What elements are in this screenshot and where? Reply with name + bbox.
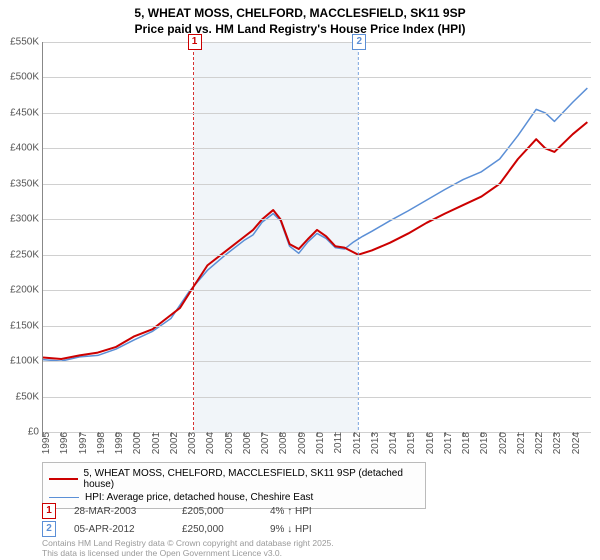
sale-marker-badge: 1 [42, 503, 56, 519]
x-axis-label: 2018 [459, 432, 472, 454]
gridline-h [43, 397, 591, 398]
line-series-svg [43, 42, 591, 432]
series-price_paid [43, 122, 587, 359]
x-axis-label: 2017 [441, 432, 454, 454]
gridline-h [43, 219, 591, 220]
gridline-h [43, 148, 591, 149]
x-axis-label: 2014 [386, 432, 399, 454]
x-axis-label: 1995 [39, 432, 52, 454]
title-line-2: Price paid vs. HM Land Registry's House … [0, 22, 600, 38]
sales-table: 1 28-MAR-2003 £205,000 4% ↑ HPI 2 05-APR-2012… [42, 502, 350, 538]
y-axis-label: £550K [10, 37, 43, 48]
gridline-h [43, 184, 591, 185]
gridline-h [43, 290, 591, 291]
y-axis-label: £50K [16, 391, 43, 402]
sale-date: 28-MAR-2003 [74, 506, 164, 517]
sale-price: £205,000 [182, 506, 252, 517]
x-axis-label: 2000 [130, 432, 143, 454]
gridline-h [43, 361, 591, 362]
x-axis-label: 2008 [276, 432, 289, 454]
gridline-h [43, 42, 591, 43]
sale-row: 2 05-APR-2012 £250,000 9% ↓ HPI [42, 520, 350, 538]
chart-container: 5, WHEAT MOSS, CHELFORD, MACCLESFIELD, S… [0, 0, 600, 560]
sale-marker-2: 2 [352, 34, 366, 50]
x-axis-label: 2002 [167, 432, 180, 454]
sale-price: £250,000 [182, 524, 252, 535]
x-axis-label: 2009 [295, 432, 308, 454]
x-axis-label: 2021 [514, 432, 527, 454]
x-axis-label: 2011 [331, 432, 344, 454]
chart-title: 5, WHEAT MOSS, CHELFORD, MACCLESFIELD, S… [0, 0, 600, 37]
x-axis-label: 2019 [477, 432, 490, 454]
y-axis-label: £300K [10, 214, 43, 225]
x-axis-label: 2015 [404, 432, 417, 454]
x-axis-label: 2020 [496, 432, 509, 454]
sale-delta: 4% ↑ HPI [270, 506, 350, 517]
legend-row: 5, WHEAT MOSS, CHELFORD, MACCLESFIELD, S… [49, 467, 419, 491]
x-axis-label: 2013 [368, 432, 381, 454]
gridline-h [43, 113, 591, 114]
attribution-footer: Contains HM Land Registry data © Crown c… [42, 538, 334, 558]
gridline-h [43, 255, 591, 256]
sale-date: 05-APR-2012 [74, 524, 164, 535]
sale-row: 1 28-MAR-2003 £205,000 4% ↑ HPI [42, 502, 350, 520]
x-axis-label: 2022 [532, 432, 545, 454]
x-axis-label: 2007 [258, 432, 271, 454]
x-axis-label: 2003 [185, 432, 198, 454]
y-axis-label: £250K [10, 249, 43, 260]
x-axis-label: 2023 [550, 432, 563, 454]
sale-marker-badge: 2 [42, 521, 56, 537]
y-axis-label: £150K [10, 320, 43, 331]
sale-marker-1: 1 [188, 34, 202, 50]
gridline-h [43, 77, 591, 78]
x-axis-label: 2006 [240, 432, 253, 454]
x-axis-label: 2016 [423, 432, 436, 454]
y-axis-label: £100K [10, 356, 43, 367]
x-axis-label: 2010 [313, 432, 326, 454]
gridline-h [43, 326, 591, 327]
y-axis-label: £350K [10, 178, 43, 189]
y-axis-label: £500K [10, 72, 43, 83]
x-axis-label: 1999 [112, 432, 125, 454]
x-axis-label: 2005 [222, 432, 235, 454]
legend-label: 5, WHEAT MOSS, CHELFORD, MACCLESFIELD, S… [84, 468, 419, 490]
x-axis-label: 1997 [76, 432, 89, 454]
legend-swatch [49, 497, 79, 498]
y-axis-label: £450K [10, 107, 43, 118]
footer-line-1: Contains HM Land Registry data © Crown c… [42, 538, 334, 548]
y-axis-label: £200K [10, 285, 43, 296]
x-axis-label: 1998 [94, 432, 107, 454]
series-hpi [43, 88, 587, 361]
plot-area: £0£50K£100K£150K£200K£250K£300K£350K£400… [42, 42, 591, 433]
x-axis-label: 1996 [57, 432, 70, 454]
title-line-1: 5, WHEAT MOSS, CHELFORD, MACCLESFIELD, S… [0, 6, 600, 22]
legend-swatch [49, 478, 78, 480]
x-axis-label: 2004 [203, 432, 216, 454]
x-axis-label: 2001 [149, 432, 162, 454]
y-axis-label: £400K [10, 143, 43, 154]
x-axis-label: 2012 [350, 432, 363, 454]
footer-line-2: This data is licensed under the Open Gov… [42, 548, 334, 558]
sale-delta: 9% ↓ HPI [270, 524, 350, 535]
x-axis-label: 2024 [569, 432, 582, 454]
